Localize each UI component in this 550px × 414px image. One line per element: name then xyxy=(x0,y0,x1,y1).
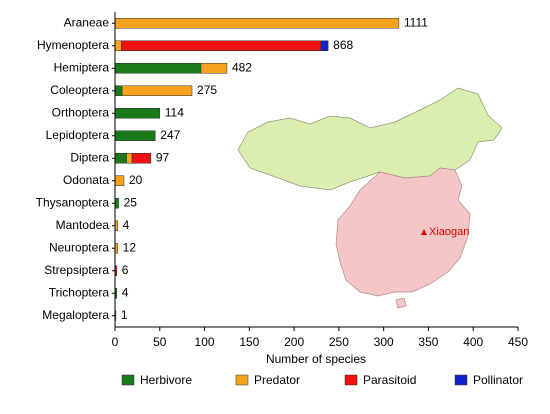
bar-segment xyxy=(114,40,122,51)
y-tick-label: Araneae xyxy=(64,15,110,29)
legend-swatch xyxy=(121,374,135,386)
bar-end-label: 275 xyxy=(197,83,217,97)
legend-swatch xyxy=(235,374,249,386)
x-tick-label: 150 xyxy=(239,335,259,349)
bar-end-label: 12 xyxy=(123,240,137,254)
y-tick-label: Trichoptera xyxy=(49,285,110,299)
bar-segment xyxy=(200,63,228,74)
bar-end-label: 1111 xyxy=(404,15,428,29)
y-tick-label: Odonata xyxy=(63,173,109,187)
x-tick-label: 450 xyxy=(508,335,528,349)
bar-end-label: 868 xyxy=(333,38,353,52)
x-tick-label: 200 xyxy=(284,335,304,349)
x-tick-label: 400 xyxy=(463,335,483,349)
x-tick-label: 250 xyxy=(329,335,349,349)
bar-segment xyxy=(114,153,127,164)
x-tick-label: 300 xyxy=(374,335,394,349)
map-island xyxy=(395,297,407,309)
y-tick-label: Diptera xyxy=(70,150,109,164)
legend-label: Herbivore xyxy=(140,373,192,387)
map-north xyxy=(237,87,503,191)
legend-label: Parasitoid xyxy=(363,373,416,387)
legend-label: Predator xyxy=(254,373,300,387)
bar-end-label: 20 xyxy=(129,173,143,187)
y-tick-label: Hymenoptera xyxy=(37,38,109,52)
bar-segment xyxy=(114,130,156,141)
bar-end-label: 482 xyxy=(232,60,252,74)
bar-end-label: 97 xyxy=(156,150,170,164)
bar-segment xyxy=(320,40,329,51)
bar-end-label: 4 xyxy=(122,285,129,299)
bar-segment xyxy=(114,175,125,186)
x-axis-label: Number of species xyxy=(266,352,366,366)
bar-segment xyxy=(114,108,161,119)
x-tick-label: 350 xyxy=(418,335,438,349)
y-tick-label: Lepidoptera xyxy=(46,128,110,142)
bar-end-label: 1 xyxy=(121,308,128,322)
legend-swatch xyxy=(454,374,468,386)
bar-end-label: 114 xyxy=(165,105,184,119)
legend-swatch xyxy=(344,374,358,386)
y-tick-label: Hemiptera xyxy=(54,60,110,74)
x-tick-label: 100 xyxy=(195,335,215,349)
bar-segment xyxy=(131,153,152,164)
map xyxy=(237,87,503,309)
bar-segment xyxy=(114,18,400,29)
bar-segment xyxy=(126,153,133,164)
y-tick-label: Mantodea xyxy=(56,218,110,232)
y-tick-label: Megaloptera xyxy=(42,308,109,322)
map-south xyxy=(335,167,471,297)
bar-end-label: 25 xyxy=(124,195,138,209)
y-tick-label: Orthoptera xyxy=(52,105,110,119)
y-tick-label: Neuroptera xyxy=(49,240,109,254)
bar-segment xyxy=(121,85,193,96)
y-tick-label: Thysanoptera xyxy=(36,195,110,209)
x-tick-label: 50 xyxy=(153,335,167,349)
bar-segment xyxy=(114,63,202,74)
map-annotation: Xiaogan xyxy=(429,226,469,238)
legend-label: Pollinator xyxy=(473,373,523,387)
bar-end-label: 247 xyxy=(160,128,180,142)
bar-segment xyxy=(121,40,322,51)
x-tick-label: 0 xyxy=(112,335,119,349)
y-tick-label: Strepsiptera xyxy=(44,263,109,277)
y-tick-label: Coleoptera xyxy=(50,83,109,97)
bar-segment xyxy=(114,198,119,209)
bar-segment xyxy=(114,85,123,96)
bar-end-label: 6 xyxy=(122,263,129,277)
map-marker xyxy=(421,229,427,235)
bar-end-label: 4 xyxy=(123,218,130,232)
